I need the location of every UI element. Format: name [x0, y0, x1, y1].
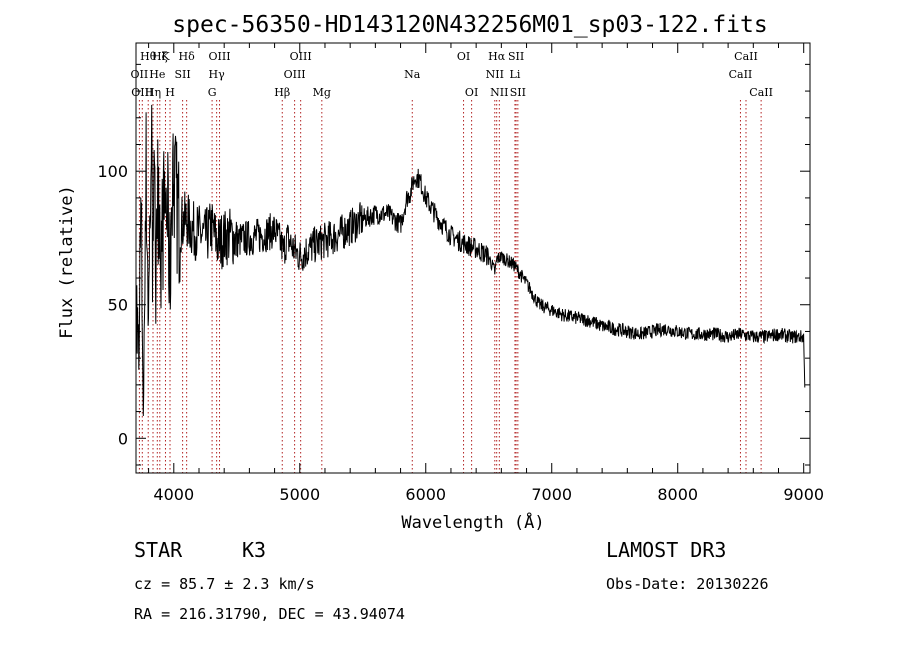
line-marker-label: Hδ	[179, 50, 196, 63]
line-marker-label: K	[161, 50, 170, 63]
line-marker-label: NII	[486, 68, 504, 81]
line-marker-label: OII	[131, 68, 149, 81]
line-marker-label: SII	[510, 86, 526, 99]
y-axis-ticks: 0 50 100	[97, 63, 810, 466]
x-tick-label: 9000	[783, 485, 824, 504]
line-marker-label: Hβ	[274, 86, 290, 99]
survey-name: LAMOST DR3	[606, 538, 726, 562]
y-axis-label: Flux (relative)	[57, 185, 77, 339]
line-marker-label: SII	[174, 68, 190, 81]
line-marker-label: OIII	[284, 68, 306, 81]
line-marker-label: OIII	[208, 50, 230, 63]
line-marker-label: OIII	[290, 50, 312, 63]
line-marker-label: CaII	[729, 68, 753, 81]
line-marker-label: Hα	[488, 50, 506, 63]
line-marker-label: Hζ	[152, 50, 168, 63]
line-marker-label: OIII	[131, 86, 153, 99]
y-tick-label: 100	[97, 162, 128, 181]
x-axis-ticks: 4000 5000 6000 7000 8000 9000	[148, 43, 824, 504]
y-tick-label: 0	[118, 429, 128, 448]
y-tick-label: 50	[108, 296, 128, 315]
chart-title: spec-56350-HD143120N432256M01_sp03-122.f…	[172, 12, 767, 38]
x-tick-label: 8000	[657, 485, 698, 504]
x-tick-label: 6000	[405, 485, 446, 504]
line-marker-label: He	[149, 68, 165, 81]
spectral-subclass: K3	[242, 538, 266, 562]
line-marker-label: OI	[457, 50, 470, 63]
redshift-velocity: cz = 85.7 ± 2.3 km/s	[134, 575, 315, 593]
line-marker-label: Hθ	[140, 50, 157, 63]
observation-date: Obs-Date: 20130226	[606, 575, 769, 593]
sky-coordinates: RA = 216.31790, DEC = 43.94074	[134, 605, 405, 623]
line-marker-label: Mg	[313, 86, 331, 99]
line-marker-label: Hη	[145, 86, 161, 99]
line-marker-label: OI	[465, 86, 478, 99]
plot-border	[135, 42, 811, 474]
emission-line-markers: OII OIII Hθ Hη He HζK H SII Hδ G Hγ OIII Hβ OIII OIII M…	[131, 50, 773, 473]
line-marker-label: SII	[508, 50, 524, 63]
line-marker-label: H	[165, 86, 175, 99]
spectrum-line	[135, 104, 806, 417]
x-tick-label: 7000	[531, 485, 572, 504]
object-class: STAR	[134, 538, 183, 562]
x-axis-label: Wavelength (Å)	[401, 511, 544, 533]
line-marker-label: CaII	[749, 86, 773, 99]
line-marker-label: G	[208, 86, 217, 99]
x-tick-label: 5000	[279, 485, 320, 504]
plot-area	[135, 42, 811, 474]
line-marker-label: Li	[510, 68, 521, 81]
line-marker-label: Hγ	[209, 68, 226, 81]
line-marker-label: NII	[490, 86, 508, 99]
line-marker-label: Na	[404, 68, 421, 81]
x-tick-label: 4000	[153, 485, 194, 504]
line-marker-label: CaII	[734, 50, 758, 63]
